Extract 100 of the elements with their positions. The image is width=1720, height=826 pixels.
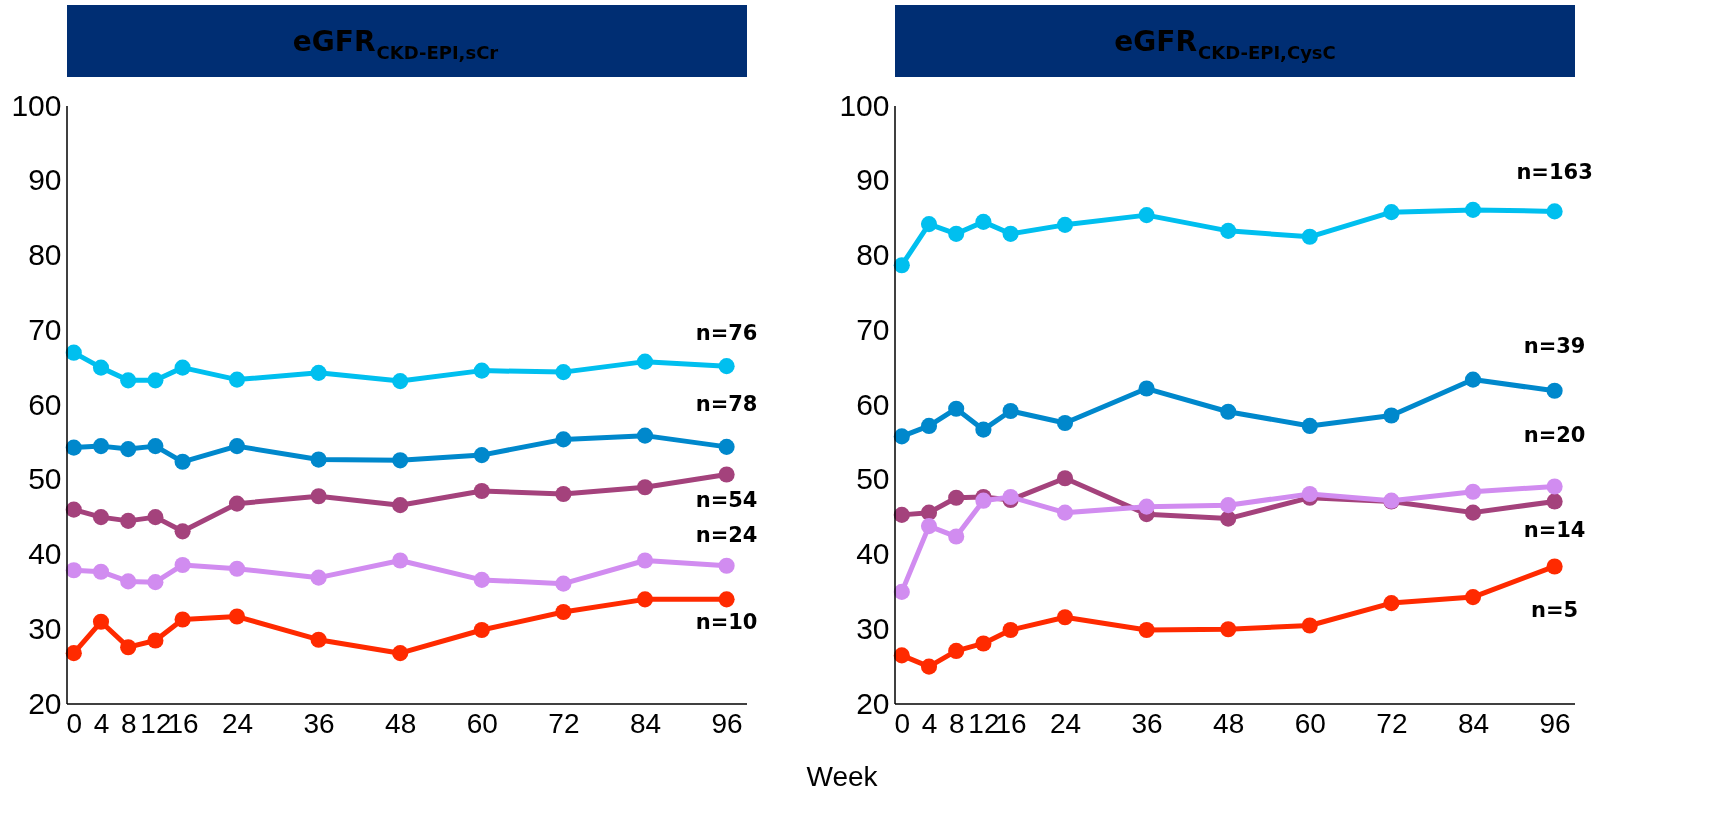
point [1383,204,1400,221]
point [1464,371,1482,388]
y-tick-label: 50 [28,462,62,496]
point [310,569,327,586]
point [1546,478,1563,495]
point [228,371,246,388]
y-tick-label: 60 [28,387,62,421]
point [975,492,992,509]
point [636,591,654,608]
point [1301,485,1318,502]
y-tick-label: 100 [11,88,62,122]
y-tick-label: 100 [839,88,890,122]
point [92,359,110,376]
point [473,621,490,639]
point [92,563,110,580]
point [920,216,938,233]
point [718,438,735,455]
point [893,257,910,274]
x-tick-label: 24 [221,707,254,739]
y-tick-label: 30 [28,611,62,645]
point [1464,504,1482,521]
point [1056,609,1074,626]
point [174,523,191,540]
point [65,645,82,662]
point [473,447,490,464]
series-label: n=24 [695,522,758,547]
point [555,364,572,381]
point [893,506,910,523]
point [1138,380,1155,397]
x-tick-label: 60 [466,707,498,739]
series-label: n=54 [695,487,758,512]
point [636,427,654,444]
x-tick-label: 84 [629,707,662,739]
point [636,479,654,496]
point [948,489,965,506]
point [555,485,572,502]
point [310,364,327,381]
x-tick-label: 4 [921,707,938,739]
point [718,358,735,375]
x-tick-label: 0 [66,707,83,739]
point [174,556,191,574]
y-tick-label: 20 [28,686,62,720]
point [948,528,965,545]
point [893,583,910,600]
y-tick-label: 40 [28,537,62,570]
point [1301,228,1318,245]
point [1056,216,1074,233]
y-tick-label: 80 [28,238,62,271]
point [1220,222,1237,239]
x-tick-label: 24 [1049,707,1082,739]
series-label: n=20 [1523,423,1586,448]
point [174,611,191,628]
point [120,441,137,458]
point [1002,621,1019,639]
point [392,552,409,569]
point [555,431,572,448]
point [975,213,992,230]
x-tick-label: 36 [303,707,335,739]
point [392,373,409,390]
point [473,571,490,588]
point [228,495,246,512]
point [718,466,735,483]
x-tick-label: 8 [948,707,965,739]
x-tick-label: 0 [894,707,911,739]
point [1383,595,1400,612]
point [392,452,409,469]
series-label: n=10 [695,610,758,635]
point [1546,382,1563,399]
point [718,591,735,608]
y-tick-label: 90 [28,163,62,197]
point [948,642,965,659]
point [174,453,191,470]
point [636,353,654,370]
point [1464,483,1482,500]
x-tick-label: 48 [385,707,417,739]
point [1220,510,1237,527]
point [1546,558,1563,575]
x-tick-label: 96 [1539,707,1571,739]
y-tick-label: 70 [856,312,890,346]
point [1002,225,1019,242]
point [920,518,938,535]
point [975,635,992,652]
point [1056,504,1074,521]
point [920,658,938,675]
x-tick-label: 60 [1294,707,1326,739]
point [555,604,572,621]
y-tick-label: 40 [856,537,890,570]
point [1301,417,1318,434]
y-tick-label: 50 [856,462,890,496]
point [636,552,654,569]
x-tick-label: 84 [1457,707,1490,739]
y-tick-label: 30 [856,611,890,645]
y-tick-label: 80 [856,238,890,271]
y-tick-label: 60 [856,387,890,421]
point [310,451,327,468]
point [174,359,191,376]
x-tick-label: 96 [711,707,743,739]
series-label: n=39 [1523,333,1586,358]
point [228,560,246,577]
point [120,372,137,389]
